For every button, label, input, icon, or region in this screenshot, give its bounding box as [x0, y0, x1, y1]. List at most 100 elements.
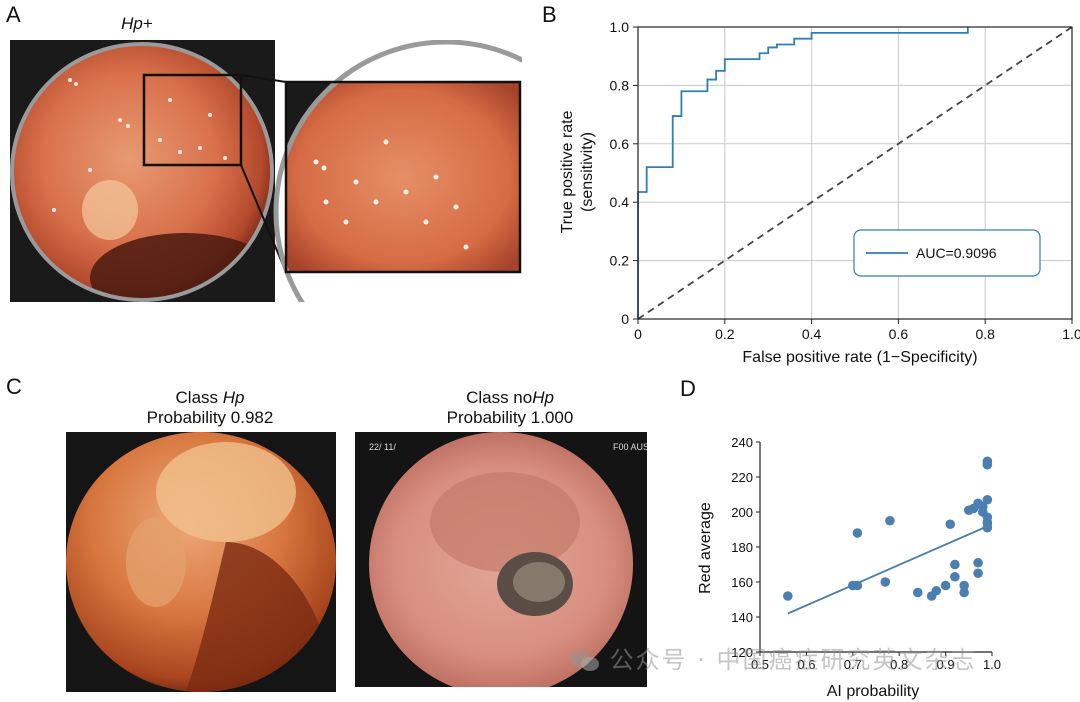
- scatter-tick-label-y: 240: [731, 435, 753, 450]
- roc-y-axis-label-line1: True positive rate: [559, 110, 576, 233]
- scatter-point: [852, 528, 863, 538]
- scatter-point: [880, 577, 891, 587]
- scatter-point: [852, 580, 863, 591]
- scatter-points: [783, 456, 993, 601]
- scatter-tick-label-y: 200: [731, 505, 753, 520]
- panel-c-left-caption: Class Hp Probability 0.982: [110, 388, 310, 428]
- panel-a-title-suffix: +: [142, 14, 153, 33]
- scatter-point: [982, 459, 993, 470]
- image-c1-mass: [156, 442, 296, 542]
- scatter-point: [940, 580, 951, 591]
- roc-tick-label-x: 0: [634, 326, 642, 342]
- watermark-text: 公众号 · 中国癌症研究英文杂志: [609, 646, 977, 674]
- scatter-tick-label-x: 0.8: [890, 657, 908, 672]
- roc-legend-box: [853, 229, 1041, 277]
- scatter-point: [950, 571, 960, 582]
- roc-tick-label-x: 0.4: [802, 326, 822, 342]
- panel-c-left-class: Class Hp: [110, 388, 310, 408]
- roc-tick-label-y: 1.0: [610, 19, 630, 35]
- roc-plot-frame: [637, 26, 1073, 320]
- roc-tick-label-y: 0.6: [610, 136, 630, 152]
- zoom-line-bottom: [240, 164, 287, 273]
- scatter-tick-label-y: 220: [731, 470, 753, 485]
- roc-series: [637, 26, 1073, 320]
- scatter-point: [931, 585, 942, 596]
- panel-c-right-class-italic: Hp: [532, 388, 554, 407]
- roc-tick-label-y: 0.8: [610, 77, 630, 93]
- roc-legend-label: AUC=0.9096: [916, 245, 997, 261]
- scatter-point: [968, 503, 979, 514]
- scatter-tick-label-x: 0.6: [797, 657, 815, 672]
- roc-tick-label-y: 0.2: [610, 253, 630, 269]
- wechat-icon: [570, 649, 600, 673]
- panel-c-right-caption: Class noHp Probability 1.000: [410, 388, 610, 428]
- image-a-polyp: [82, 180, 138, 240]
- scatter-x-axis-label: AI probability: [827, 683, 920, 700]
- scatter-point: [959, 580, 969, 591]
- panel-c-left-probability: Probability 0.982: [146, 408, 274, 427]
- image-a-ring: [10, 42, 274, 302]
- scatter-chart: 0.5 0.6 0.7 0.8 0.9 1.0120140160180200220240 …: [697, 435, 1001, 700]
- image-a-zoom-box: [142, 73, 243, 167]
- scatter-tick-label-y: 140: [731, 610, 753, 625]
- panel-a-endoscopy-images: [10, 40, 522, 302]
- panel-b-letter: B: [542, 2, 557, 27]
- scatter-point: [950, 559, 960, 570]
- panel-d-letter: D: [680, 376, 696, 401]
- scatter-point: [977, 501, 988, 512]
- scatter-point: [982, 494, 993, 505]
- image-c2-mass: [430, 472, 580, 572]
- panel-a-title-italic: Hp: [121, 14, 143, 33]
- scatter-point: [912, 587, 923, 598]
- panel-c-left-class-prefix: Class: [175, 388, 223, 407]
- scatter-trend: [787, 523, 993, 615]
- panel-c-left-class-italic: Hp: [222, 388, 245, 407]
- roc-tick-label-x: 0.8: [975, 326, 995, 342]
- image-a-lumen: [90, 233, 272, 300]
- panel-c-right-class-prefix: Class no: [466, 388, 533, 407]
- image-a-zoom-ring: [273, 40, 522, 302]
- scatter-tick-label-x: 0.7: [844, 657, 862, 672]
- panel-a-letter: A: [6, 2, 21, 27]
- roc-ticks: 0 0.2 0.4 0.6 0.8 1.0 0 0.2 0.4 0.6 0.8 1.0: [610, 19, 1080, 342]
- scatter-point: [945, 519, 956, 530]
- image-c2-lumen-inner: [513, 562, 565, 602]
- roc-y-axis-label-line2: (sensitivity): [579, 132, 596, 212]
- watermark: 公众号 · 中国癌症研究英文杂志: [570, 640, 1050, 675]
- scatter-y-axis-label: Red average: [697, 502, 714, 594]
- image-c1-fold: [126, 517, 186, 607]
- panel-c-right-class: Class noHp: [410, 388, 610, 408]
- scatter-tick-label-x: 0.9: [937, 657, 955, 672]
- panel-c-nohp-image: 22/ 11/ F00 AUS 1/60: [355, 432, 647, 687]
- roc-x-axis-label: False positive rate (1−Specificity): [742, 349, 977, 366]
- image-c2-overlay-left: 22/ 11/: [369, 442, 396, 452]
- scatter-point: [973, 557, 983, 568]
- roc-tick-label-x: 0.2: [715, 326, 735, 342]
- scatter-point: [973, 568, 983, 579]
- scatter-tick-label-y: 160: [731, 575, 753, 590]
- roc-tick-label-y: 0: [621, 311, 629, 327]
- image-a-zoom-frame: [284, 80, 522, 274]
- roc-tick-label-y: 0.4: [610, 194, 630, 210]
- scatter-point: [783, 591, 793, 601]
- scatter-point: [885, 515, 895, 526]
- image-a-zoom-mucosa: [286, 82, 520, 272]
- panel-c-hp-image: [66, 432, 336, 692]
- zoom-line-top: [240, 74, 287, 83]
- scatter-trendline: [787, 523, 993, 615]
- roc-tick-label-x: 0.6: [889, 326, 909, 342]
- panel-c-right-probability: Probability 1.000: [446, 408, 574, 427]
- roc-tick-label-x: 1.0: [1062, 326, 1080, 342]
- scatter-axes: 0.5 0.6 0.7 0.8 0.9 1.0 120 140 160 180 200 220 240: [731, 435, 1001, 672]
- scatter-tick-label-y: 180: [731, 540, 753, 555]
- panel-a-title: Hp+: [102, 14, 172, 34]
- image-c2-overlay-right: F00 AUS 1/60: [613, 442, 647, 452]
- roc-series-roc: [637, 27, 969, 319]
- roc-chart: 0 0.2 0.4 0.6 0.8 1.0 0 0.2 0.4 0.6 0.8 1.0 AUC=0.9…: [559, 19, 1080, 366]
- scatter-tick-label-y: 120: [731, 645, 753, 660]
- scatter-tick-label-x: 1.0: [983, 657, 1001, 672]
- panel-c-letter: C: [6, 374, 22, 399]
- scatter-tick-label-x: 0.5: [751, 657, 769, 672]
- roc-series-chance: [637, 26, 1073, 320]
- roc-legend: AUC=0.9096: [853, 229, 1041, 277]
